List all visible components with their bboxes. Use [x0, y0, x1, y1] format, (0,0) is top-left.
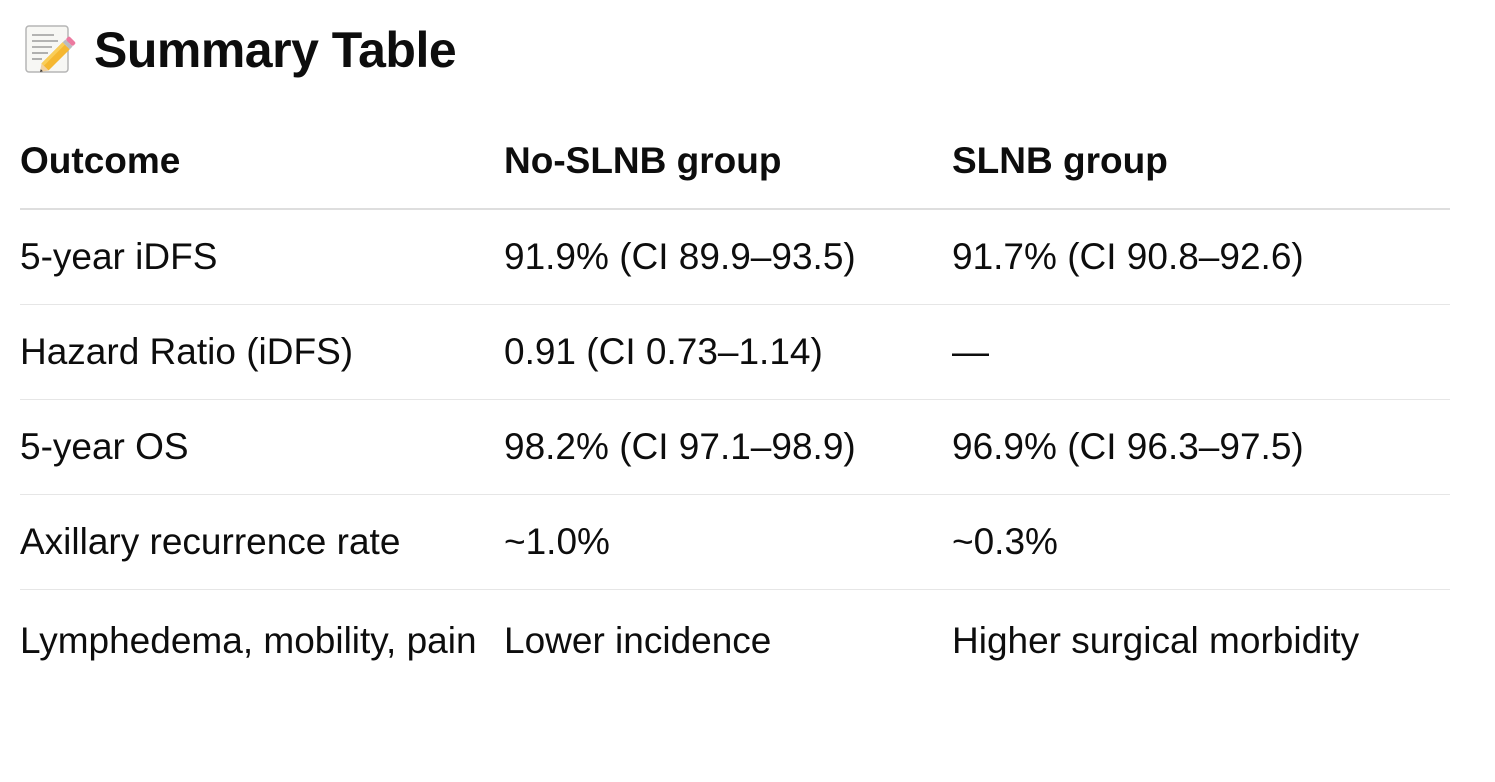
outcome-cell: 5-year OS [20, 399, 504, 495]
slnb-cell: 91.7% (CI 90.8–92.6) [952, 209, 1450, 305]
no-slnb-cell: Lower incidence [504, 620, 772, 661]
section-heading: Summary Table [24, 18, 457, 82]
table-row: Lymphedema, mobility, pain Lower inciden… [20, 590, 1450, 669]
table-row: Axillary recurrence rate ~1.0% ~0.3% [20, 494, 1450, 590]
section-title: Summary Table [94, 22, 457, 78]
slnb-cell: — [952, 304, 1450, 400]
no-slnb-cell: 98.2% (CI 97.1–98.9) [504, 399, 952, 495]
table-row: Hazard Ratio (iDFS) 0.91 (CI 0.73–1.14) … [20, 304, 1450, 400]
outcome-cell: Hazard Ratio (iDFS) [20, 304, 504, 400]
outcome-cell: Axillary recurrence rate [20, 494, 504, 590]
no-slnb-cell: 91.9% (CI 89.9–93.5) [504, 209, 952, 305]
summary-table: Outcome No-SLNB group SLNB group 5-year … [20, 114, 1450, 668]
header-outcome: Outcome [20, 114, 504, 210]
table-row: 5-year OS 98.2% (CI 97.1–98.9) 96.9% (CI… [20, 399, 1450, 495]
memo-pencil-icon [25, 25, 76, 73]
table-header-row: Outcome No-SLNB group SLNB group [20, 114, 1450, 210]
table-row: 5-year iDFS 91.9% (CI 89.9–93.5) 91.7% (… [20, 209, 1450, 305]
no-slnb-cell: ~1.0% [504, 494, 952, 590]
header-no-slnb-group: No-SLNB group [504, 114, 952, 210]
no-slnb-cell: 0.91 (CI 0.73–1.14) [504, 304, 952, 400]
slnb-cell: 96.9% (CI 96.3–97.5) [952, 399, 1450, 495]
slnb-cell: ~0.3% [952, 494, 1450, 590]
header-slnb-group: SLNB group [952, 114, 1450, 210]
outcome-cell: Lymphedema, mobility, pain [20, 620, 477, 661]
outcome-cell: 5-year iDFS [20, 209, 504, 305]
slnb-cell: Higher surgical morbidity [952, 620, 1360, 661]
